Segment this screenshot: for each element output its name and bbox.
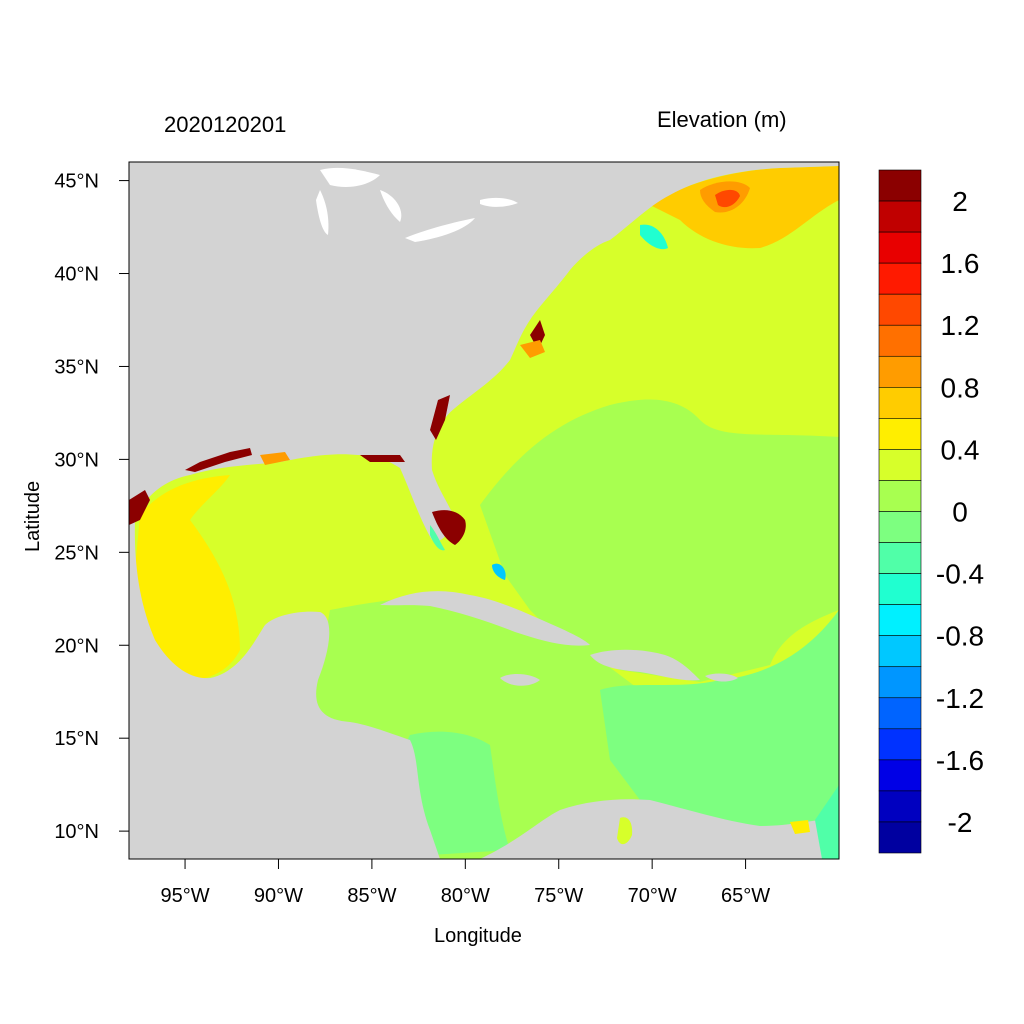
colorbar-swatch [878, 790, 922, 823]
lat-tick-label: 35°N [54, 356, 99, 378]
variable-label: Elevation (m) [657, 107, 787, 132]
colorbar-label: -2 [948, 807, 973, 838]
caribbean-low-region [600, 610, 839, 859]
colorbar-label: -0.4 [936, 559, 984, 590]
colorbar-label: -0.8 [936, 621, 984, 652]
map-frame [128, 161, 840, 860]
great-lakes [316, 167, 518, 242]
colorbar-label: 0 [952, 497, 968, 528]
florida-bay-low-region [430, 525, 445, 551]
puerto-rico-land [705, 673, 738, 682]
lat-tick-label: 25°N [54, 542, 99, 564]
colorbar-swatch [878, 169, 922, 202]
colorbar-swatch [878, 666, 922, 699]
colorbar-label: 0.8 [941, 372, 980, 403]
colorbar-label: -1.2 [936, 683, 984, 714]
colorbar-label: 1.6 [941, 248, 980, 279]
colorbar-label: 2 [952, 186, 968, 217]
colorbar-swatch [878, 573, 922, 605]
colorbar-swatch [878, 604, 922, 636]
lon-tick-label: 75°W [534, 885, 583, 907]
colorbar-label: -1.6 [936, 745, 984, 776]
colorbar-swatch [878, 759, 922, 792]
south-america-land [480, 799, 839, 859]
colorbar-swatch [878, 324, 922, 357]
colorbar-swatch [878, 293, 922, 326]
western-gulf-high-region [134, 475, 240, 680]
lake-erie [405, 218, 475, 242]
lon-tick-label: 80°W [441, 885, 490, 907]
colorbar-swatch [878, 387, 922, 419]
colorbar-swatch [878, 480, 922, 512]
jamaica-land [500, 674, 540, 686]
colorbar-swatch [878, 418, 922, 450]
colorbar-swatch [878, 511, 922, 543]
northeast-shelf-high-region [650, 166, 839, 249]
bay-of-fundy-peak-region [715, 189, 740, 208]
lon-tick-label: 95°W [160, 885, 209, 907]
north-america-land [129, 162, 839, 542]
colorbar-swatch [878, 262, 922, 295]
coastal-surge-fringe [129, 320, 545, 525]
lat-tick-label: 10°N [54, 821, 99, 843]
colorbar-swatch [878, 200, 922, 233]
lake-maracaibo-region [617, 817, 633, 845]
colorbar-label: 0.4 [941, 434, 980, 465]
colorbar-swatch [878, 697, 922, 730]
colorbar-label: 1.2 [941, 310, 980, 341]
lake-huron [380, 190, 402, 222]
hispaniola-land [590, 649, 700, 681]
lon-tick-label: 85°W [347, 885, 396, 907]
cuba-land [380, 591, 590, 646]
date-label: 2020120201 [164, 112, 287, 137]
trinidad-high-region [790, 820, 810, 834]
map-panel [129, 162, 839, 859]
colorbar-swatch [878, 355, 922, 388]
lat-tick-label: 15°N [54, 728, 99, 750]
lake-michigan [316, 190, 329, 235]
colorbar-swatch [878, 449, 922, 481]
lon-tick-label: 65°W [721, 885, 770, 907]
lon-tick-label: 70°W [628, 885, 677, 907]
colorbar-swatch [878, 231, 922, 264]
colorbar-swatch [878, 635, 922, 668]
florida-high-surge-region [432, 510, 466, 545]
lat-tick-label: 45°N [54, 171, 99, 193]
lat-tick-label: 30°N [54, 449, 99, 471]
elevation-colorbar: 2 1.6 1.2 0.8 0.4 0 -0.4 -0.8 -1.2 -1.6 -2 [878, 169, 984, 854]
new-england-low-region [640, 224, 668, 250]
lat-tick-label: 20°N [54, 635, 99, 657]
latitude-ticks: 45°N 40°N 35°N 30°N 25°N 20°N 15°N 10°N [54, 171, 129, 843]
atlantic-depression-region [559, 468, 595, 501]
lake-superior [320, 167, 380, 187]
longitude-ticks: 95°W 90°W 85°W 80°W 75°W 70°W 65°W [160, 859, 770, 907]
lake-ontario [480, 197, 518, 207]
mexico-land [129, 520, 440, 859]
colorbar-swatch [878, 728, 922, 761]
lat-tick-label: 40°N [54, 264, 99, 286]
x-axis-label: Longitude [434, 925, 522, 947]
colorbar-swatch [878, 542, 922, 574]
lon-tick-label: 90°W [254, 885, 303, 907]
orinoco-low-region [815, 785, 839, 859]
colorbar-swatch [878, 821, 922, 854]
bahamas-low-region [492, 563, 506, 580]
